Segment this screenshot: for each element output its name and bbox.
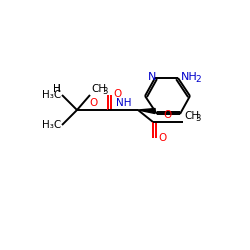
Text: O: O [164, 110, 172, 120]
Polygon shape [138, 108, 155, 114]
Text: H₃C: H₃C [42, 90, 61, 100]
Text: O: O [113, 89, 121, 99]
Text: H₃C: H₃C [42, 120, 61, 130]
Text: 3: 3 [102, 87, 108, 96]
Text: 2: 2 [195, 76, 200, 84]
Text: NH: NH [181, 72, 198, 82]
Text: O: O [89, 98, 97, 108]
Text: O: O [158, 133, 166, 143]
Text: CH: CH [184, 111, 199, 121]
Text: H: H [53, 84, 61, 94]
Text: 3: 3 [195, 114, 200, 123]
Text: N: N [148, 72, 156, 82]
Text: H: H [53, 84, 61, 94]
Text: NH: NH [116, 98, 132, 108]
Text: CH: CH [91, 84, 106, 94]
